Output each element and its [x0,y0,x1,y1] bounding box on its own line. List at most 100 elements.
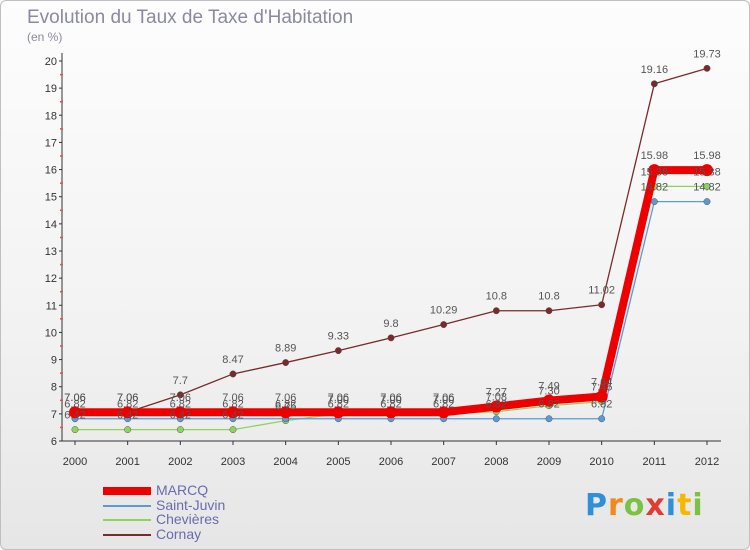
x-tick-label: 2000 [63,456,87,468]
data-label: 9.8 [383,318,398,330]
data-point [176,426,184,434]
data-point [279,406,292,419]
x-tick-label: 2012 [695,456,719,468]
logo-letter: i [665,488,678,523]
data-label: 10.8 [538,291,559,303]
legend-swatch [103,487,151,495]
data-label: 7.06 [64,392,85,404]
data-label: 14.82 [641,182,669,194]
data-label: 14.82 [693,182,721,194]
data-label: 7.06 [380,392,401,404]
data-point [385,406,397,419]
data-label: 15.98 [693,150,721,162]
data-label: 6.75 [275,401,296,413]
data-label: 7.00 [433,394,454,406]
legend-label: Chevières [156,511,220,527]
data-point [227,406,239,419]
data-label: 7.00 [380,394,401,406]
data-label: 6.82 [170,399,191,411]
data-label: 6.82 [117,399,138,411]
y-tick-label: 15 [45,192,57,204]
data-point [334,347,342,355]
x-tick-label: 2003 [221,456,245,468]
data-point [176,391,184,399]
logo-letter: i [692,488,704,523]
data-point [229,370,237,378]
data-label: 7.06 [328,392,349,404]
x-tick-label: 2011 [643,456,667,468]
legend-label: MARCQ [156,482,209,498]
data-label: 6.42 [64,410,85,422]
data-point [648,164,661,177]
x-tick-label: 2006 [379,456,403,468]
data-label: 10.29 [430,305,458,317]
legend-label: Saint-Juvin [156,496,226,513]
x-tick-label: 2009 [537,456,561,468]
data-point [69,406,81,419]
data-label: 7.27 [486,387,507,399]
data-label: 6.82 [486,399,507,411]
data-point [545,307,553,315]
logo-letter: r [608,488,624,523]
data-point [543,394,555,407]
data-label: 6.82 [275,399,296,411]
data-label: 7.45 [591,382,612,394]
data-point [703,198,711,206]
data-point [545,415,553,423]
y-tick-label: 10 [45,327,57,339]
data-label: 6.42 [170,410,191,422]
data-point [124,426,132,434]
data-label: 15.38 [641,166,669,178]
data-point [282,359,290,367]
data-label: 6.82 [222,399,243,411]
data-point [703,182,711,190]
y-tick-label: 20 [45,56,57,68]
data-label: 7.06 [117,392,138,404]
y-tick-label: 16 [45,165,57,177]
legend-label: Cornay [156,525,202,542]
data-label: 7.06 [170,392,191,404]
data-point [703,64,711,72]
y-tick-label: 12 [45,273,57,285]
data-label: 8.89 [275,343,296,355]
chart-subtitle: (en %) [27,30,63,44]
x-tick-label: 2007 [431,456,455,468]
data-label: 10.8 [486,291,507,303]
data-point [595,390,608,403]
legend-swatch [103,519,151,521]
data-point [174,406,187,419]
logo-letter: x [645,488,666,523]
y-tick-label: 6 [51,436,57,448]
data-point [650,198,658,206]
logo-letter: o [623,488,646,523]
x-tick-label: 2001 [115,456,139,468]
data-label: 6.82 [591,399,612,411]
data-label: 19.16 [641,64,669,76]
data-label: 6.82 [433,399,454,411]
data-label: 7.06 [433,392,454,404]
data-point [701,164,713,177]
x-tick-label: 2008 [484,456,508,468]
data-point [598,415,606,423]
proxiti-logo: Proxiti [585,488,704,523]
x-tick-label: 2010 [589,456,613,468]
x-tick-label: 2004 [273,456,297,468]
y-tick-label: 11 [46,300,57,312]
data-point [492,307,500,315]
data-label: 8.47 [222,354,243,366]
y-tick-label: 17 [45,137,57,149]
y-tick-label: 7 [51,409,57,421]
data-point [71,426,79,434]
data-label: 7.49 [538,381,559,393]
x-tick-label: 2005 [326,456,350,468]
data-label: 7.08 [486,392,507,404]
y-tick-label: 19 [45,83,57,95]
data-label: 7.06 [64,392,85,404]
y-tick-label: 14 [45,219,57,231]
data-point [387,334,395,342]
data-label: 7.7 [173,375,188,387]
data-label: 6.82 [538,399,559,411]
data-label: 7.06 [117,392,138,404]
y-tick-label: 13 [45,246,57,258]
